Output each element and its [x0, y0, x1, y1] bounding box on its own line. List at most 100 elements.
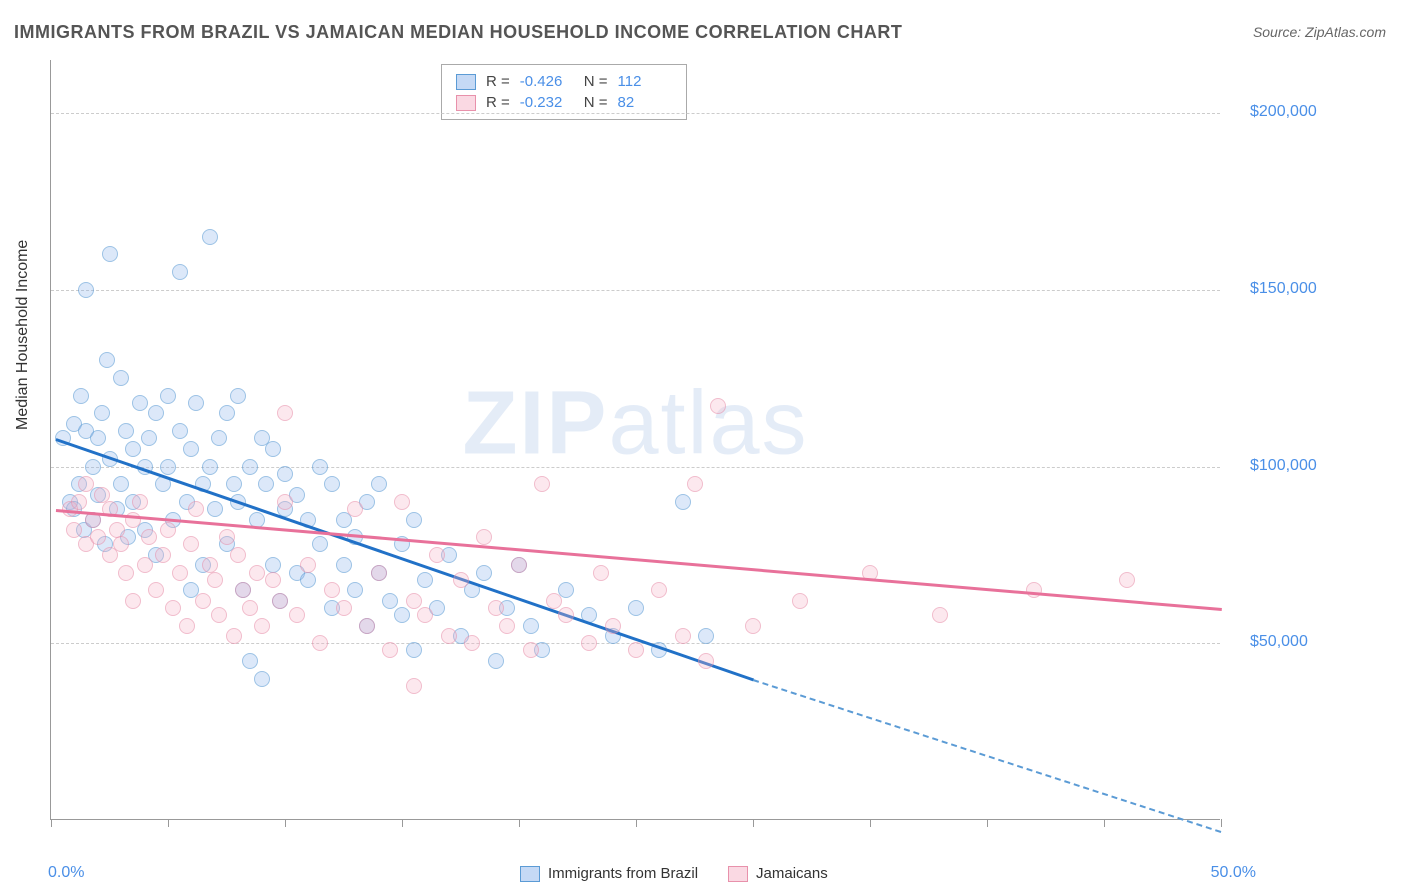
- data-point: [792, 593, 808, 609]
- data-point: [78, 282, 94, 298]
- data-point: [605, 618, 621, 634]
- r-label: R =: [486, 94, 510, 111]
- data-point: [499, 618, 515, 634]
- r-value-brazil: -0.426: [520, 73, 574, 90]
- data-point: [265, 572, 281, 588]
- data-point: [99, 352, 115, 368]
- y-tick-label: $150,000: [1250, 280, 1317, 298]
- data-point: [300, 557, 316, 573]
- data-point: [94, 405, 110, 421]
- data-point: [141, 430, 157, 446]
- r-value-jamaica: -0.232: [520, 94, 574, 111]
- data-point: [254, 618, 270, 634]
- legend-bottom: Immigrants from Brazil Jamaicans: [520, 865, 828, 882]
- data-point: [406, 593, 422, 609]
- data-point: [102, 246, 118, 262]
- data-point: [675, 494, 691, 510]
- data-point: [172, 565, 188, 581]
- legend-label-jamaica: Jamaicans: [756, 865, 828, 882]
- stats-row-brazil: R = -0.426 N = 112: [456, 71, 672, 92]
- data-point: [211, 607, 227, 623]
- y-axis-label: Median Household Income: [14, 240, 32, 430]
- data-point: [371, 476, 387, 492]
- data-point: [172, 264, 188, 280]
- data-point: [523, 618, 539, 634]
- data-point: [324, 582, 340, 598]
- data-point: [628, 600, 644, 616]
- data-point: [687, 476, 703, 492]
- plot-area: ZIPatlas R = -0.426 N = 112 R = -0.232 N…: [50, 60, 1220, 820]
- data-point: [312, 536, 328, 552]
- y-tick-label: $200,000: [1250, 103, 1317, 121]
- data-point: [118, 423, 134, 439]
- data-point: [382, 593, 398, 609]
- data-point: [230, 388, 246, 404]
- swatch-pink-icon: [456, 95, 476, 111]
- data-point: [160, 522, 176, 538]
- data-point: [113, 536, 129, 552]
- n-label: N =: [584, 94, 608, 111]
- data-point: [476, 565, 492, 581]
- data-point: [476, 529, 492, 545]
- data-point: [406, 642, 422, 658]
- data-point: [78, 476, 94, 492]
- n-label: N =: [584, 73, 608, 90]
- data-point: [265, 441, 281, 457]
- data-point: [464, 635, 480, 651]
- data-point: [242, 459, 258, 475]
- x-tick: [168, 819, 169, 827]
- data-point: [382, 642, 398, 658]
- data-point: [202, 459, 218, 475]
- data-point: [698, 653, 714, 669]
- data-point: [226, 476, 242, 492]
- data-point: [71, 494, 87, 510]
- data-point: [66, 522, 82, 538]
- data-point: [371, 565, 387, 581]
- x-min-label: 0.0%: [48, 864, 84, 882]
- r-label: R =: [486, 73, 510, 90]
- data-point: [258, 476, 274, 492]
- data-point: [488, 653, 504, 669]
- swatch-blue-icon: [520, 866, 540, 882]
- data-point: [85, 459, 101, 475]
- swatch-pink-icon: [728, 866, 748, 882]
- data-point: [179, 618, 195, 634]
- data-point: [324, 476, 340, 492]
- y-tick-label: $50,000: [1250, 633, 1308, 651]
- data-point: [932, 607, 948, 623]
- data-point: [558, 607, 574, 623]
- data-point: [160, 388, 176, 404]
- gridline: [51, 113, 1220, 114]
- data-point: [312, 459, 328, 475]
- data-point: [312, 635, 328, 651]
- watermark-bold: ZIP: [462, 374, 608, 474]
- data-point: [113, 370, 129, 386]
- x-tick: [753, 819, 754, 827]
- data-point: [118, 565, 134, 581]
- data-point: [125, 593, 141, 609]
- data-point: [453, 572, 469, 588]
- data-point: [242, 600, 258, 616]
- data-point: [745, 618, 761, 634]
- data-point: [141, 529, 157, 545]
- x-tick: [519, 819, 520, 827]
- data-point: [628, 642, 644, 658]
- data-point: [359, 618, 375, 634]
- data-point: [277, 405, 293, 421]
- data-point: [698, 628, 714, 644]
- data-point: [230, 547, 246, 563]
- data-point: [272, 593, 288, 609]
- y-tick-label: $100,000: [1250, 457, 1317, 475]
- data-point: [441, 628, 457, 644]
- data-point: [148, 582, 164, 598]
- data-point: [202, 229, 218, 245]
- data-point: [488, 600, 504, 616]
- data-point: [73, 388, 89, 404]
- data-point: [394, 494, 410, 510]
- x-tick: [1221, 819, 1222, 827]
- data-point: [188, 395, 204, 411]
- data-point: [90, 430, 106, 446]
- data-point: [207, 501, 223, 517]
- gridline: [51, 290, 1220, 291]
- data-point: [226, 628, 242, 644]
